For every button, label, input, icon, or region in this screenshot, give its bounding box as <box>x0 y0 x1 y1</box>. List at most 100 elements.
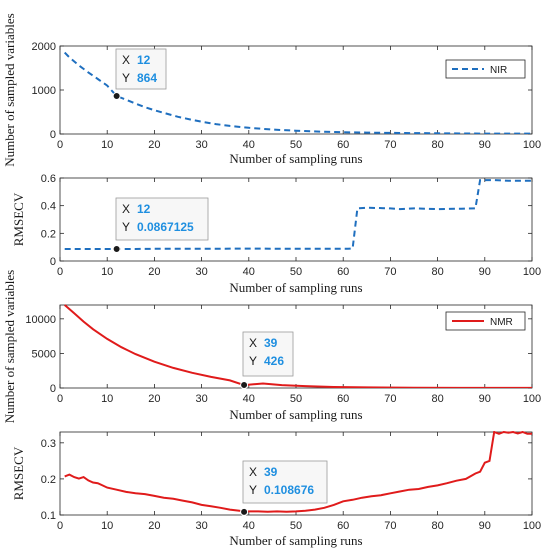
x-tick-label: 0 <box>57 139 63 151</box>
x-axis-label: Number of sampling runs <box>229 533 362 548</box>
datatip-y-value: 426 <box>264 354 284 368</box>
x-tick-label: 80 <box>431 393 443 405</box>
legend: NMR <box>445 311 526 331</box>
x-tick-label: 10 <box>101 393 113 405</box>
datatip-box <box>115 197 209 241</box>
x-tick-label: 100 <box>523 520 541 532</box>
y-tick-label: 0.2 <box>41 474 56 486</box>
datatip-y-key: Y <box>122 71 130 85</box>
x-tick-label: 70 <box>384 520 396 532</box>
x-tick-label: 60 <box>337 520 349 532</box>
x-tick-label: 90 <box>479 520 491 532</box>
datatip: X 39 Y 426 <box>240 331 294 390</box>
datatip-y-value: 864 <box>137 71 157 85</box>
y-tick-label: 10000 <box>25 314 56 326</box>
x-tick-label: 100 <box>523 266 541 278</box>
x-tick-label: 70 <box>384 139 396 151</box>
x-tick-label: 20 <box>148 393 160 405</box>
x-tick-label: 20 <box>148 520 160 532</box>
y-tick-label: 0 <box>50 383 56 395</box>
legend-box <box>445 59 526 79</box>
datatip-y-key: Y <box>122 220 130 234</box>
datatip-box <box>242 460 328 504</box>
y-axis-label: RMSECV <box>11 192 26 246</box>
x-tick-label: 50 <box>290 520 302 532</box>
chart-3: 0 10 20 30 40 50 60 70 80 90 100 0 5000 10000 Number o… <box>2 270 541 423</box>
y-tick-label: 0.1 <box>41 510 56 522</box>
y-axis-label: Number of sampled variables <box>2 13 17 166</box>
x-tick-label: 30 <box>195 520 207 532</box>
x-tick-label: 70 <box>384 266 396 278</box>
x-tick-label: 0 <box>57 393 63 405</box>
x-tick-label: 100 <box>523 393 541 405</box>
datatip-box <box>115 48 167 90</box>
x-tick-label: 20 <box>148 139 160 151</box>
x-tick-label: 60 <box>337 139 349 151</box>
y-tick-label: 5000 <box>32 348 56 360</box>
datatip-marker <box>240 381 249 390</box>
x-tick-label: 40 <box>243 139 255 151</box>
y-tick-label: 0.3 <box>41 438 56 450</box>
legend-label: NMR <box>490 317 513 328</box>
x-tick-label: 90 <box>479 266 491 278</box>
x-tick-label: 50 <box>290 393 302 405</box>
y-tick-label: 0.2 <box>41 228 56 240</box>
x-tick-label: 20 <box>148 266 160 278</box>
x-axis-label: Number of sampling runs <box>229 407 362 422</box>
x-tick-label: 30 <box>195 393 207 405</box>
x-tick-label: 30 <box>195 266 207 278</box>
y-tick-label: 0 <box>50 256 56 268</box>
datatip-x-value: 39 <box>264 465 278 479</box>
chart-4: 0 10 20 30 40 50 60 70 80 90 100 0.1 0.2 0.3 Number of… <box>11 431 541 548</box>
y-tick-label: 0.6 <box>41 173 56 185</box>
y-tick-label: 1000 <box>32 85 56 97</box>
datatip-x-key: X <box>122 53 130 67</box>
x-tick-label: 80 <box>431 266 443 278</box>
series-line-rmsecv <box>64 431 532 513</box>
datatip-x-key: X <box>249 336 257 350</box>
datatip-marker <box>112 91 121 100</box>
legend-box <box>445 311 526 331</box>
y-axis-label: Number of sampled variables <box>2 270 17 423</box>
x-tick-label: 70 <box>384 393 396 405</box>
x-tick-label: 90 <box>479 139 491 151</box>
datatip-marker <box>112 245 121 254</box>
x-tick-label: 10 <box>101 266 113 278</box>
datatip-x-value: 12 <box>137 202 151 216</box>
datatip-marker <box>240 507 249 516</box>
x-tick-label: 90 <box>479 393 491 405</box>
datatip-y-value: 0.0867125 <box>137 220 194 234</box>
datatip: X 39 Y 0.108676 <box>240 460 328 516</box>
x-tick-label: 30 <box>195 139 207 151</box>
datatip: X 12 Y 864 <box>112 48 167 100</box>
legend-label: NIR <box>490 65 507 76</box>
x-tick-label: 40 <box>243 266 255 278</box>
x-tick-label: 10 <box>101 520 113 532</box>
y-tick-label: 0.4 <box>41 201 56 213</box>
x-tick-label: 40 <box>243 393 255 405</box>
x-tick-label: 100 <box>523 139 541 151</box>
datatip: X 12 Y 0.0867125 <box>112 197 209 254</box>
datatip-x-key: X <box>249 465 257 479</box>
x-tick-label: 60 <box>337 393 349 405</box>
x-tick-label: 0 <box>57 520 63 532</box>
x-tick-label: 50 <box>290 266 302 278</box>
datatip-x-value: 39 <box>264 336 278 350</box>
y-tick-label: 2000 <box>32 41 56 53</box>
y-axis-label: RMSECV <box>11 446 26 500</box>
x-axis-label: Number of sampling runs <box>229 151 362 166</box>
legend: NIR <box>445 59 526 79</box>
y-tick-label: 0 <box>50 129 56 141</box>
x-tick-label: 0 <box>57 266 63 278</box>
datatip-y-value: 0.108676 <box>264 483 314 497</box>
x-tick-label: 80 <box>431 520 443 532</box>
datatip-x-value: 12 <box>137 53 151 67</box>
chart-2: 0 10 20 30 40 50 60 70 80 90 100 0 0.2 0.4 0.6 Number o… <box>11 173 541 295</box>
datatip-y-key: Y <box>249 354 257 368</box>
datatip-box <box>242 331 294 377</box>
x-axis-label: Number of sampling runs <box>229 280 362 295</box>
x-tick-label: 40 <box>243 520 255 532</box>
series-line-nmr <box>64 304 532 388</box>
